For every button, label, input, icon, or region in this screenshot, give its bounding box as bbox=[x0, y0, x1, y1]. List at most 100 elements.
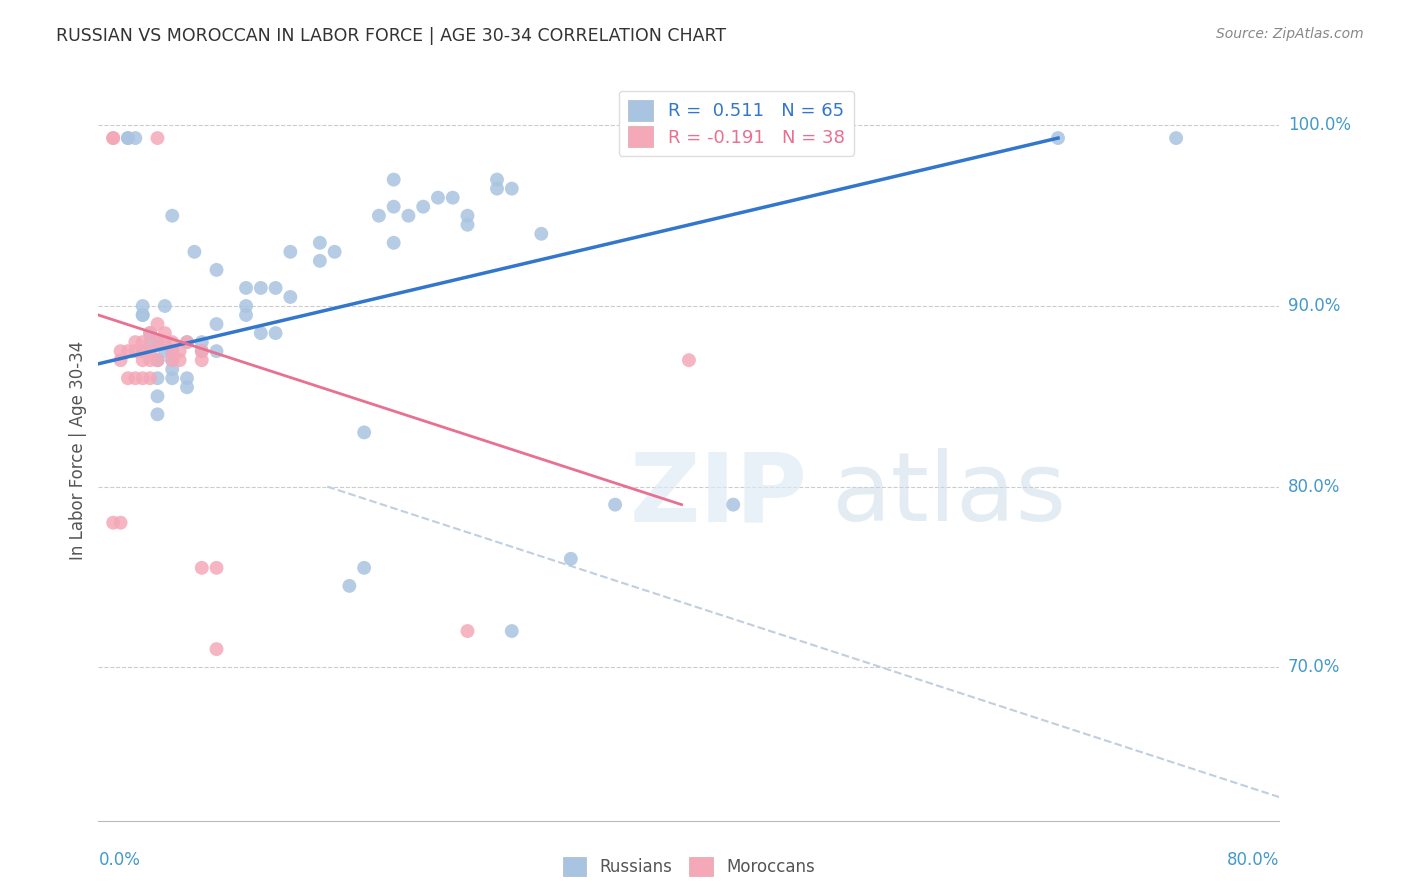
Point bbox=[560, 551, 582, 566]
Point bbox=[139, 371, 162, 385]
Point bbox=[191, 335, 214, 350]
Point bbox=[153, 299, 176, 313]
Point bbox=[396, 209, 419, 223]
Point bbox=[235, 299, 257, 313]
Point bbox=[153, 326, 176, 340]
Point bbox=[139, 326, 162, 340]
Text: ZIP: ZIP bbox=[628, 449, 807, 541]
Point bbox=[139, 335, 162, 350]
Point bbox=[103, 516, 125, 530]
Point bbox=[162, 335, 183, 350]
Point bbox=[250, 326, 273, 340]
Point bbox=[456, 624, 478, 638]
Text: 70.0%: 70.0% bbox=[1288, 658, 1340, 676]
Point bbox=[132, 308, 155, 322]
Point bbox=[205, 561, 228, 575]
Text: 80.0%: 80.0% bbox=[1288, 477, 1340, 496]
Point bbox=[441, 191, 464, 205]
Point bbox=[162, 344, 183, 359]
Point bbox=[124, 371, 146, 385]
Point bbox=[678, 353, 700, 368]
Text: atlas: atlas bbox=[831, 449, 1066, 541]
Point bbox=[205, 344, 228, 359]
Point bbox=[205, 263, 228, 277]
Point bbox=[139, 326, 162, 340]
Point bbox=[117, 131, 139, 145]
Legend: Russians, Moroccans: Russians, Moroccans bbox=[557, 850, 821, 883]
Point bbox=[132, 299, 155, 313]
Point bbox=[146, 317, 169, 331]
Point bbox=[486, 181, 509, 195]
Text: 100.0%: 100.0% bbox=[1288, 117, 1351, 135]
Point bbox=[117, 344, 139, 359]
Point bbox=[110, 353, 132, 368]
Point bbox=[501, 181, 523, 195]
Point bbox=[169, 353, 191, 368]
Point bbox=[382, 235, 405, 250]
Point bbox=[501, 624, 523, 638]
Point bbox=[146, 353, 169, 368]
Point bbox=[353, 425, 375, 440]
Text: Source: ZipAtlas.com: Source: ZipAtlas.com bbox=[1216, 27, 1364, 41]
Point bbox=[146, 131, 169, 145]
Point bbox=[162, 353, 183, 368]
Point bbox=[205, 317, 228, 331]
Point bbox=[146, 371, 169, 385]
Point bbox=[191, 353, 214, 368]
Point bbox=[456, 218, 478, 232]
Text: 0.0%: 0.0% bbox=[98, 851, 141, 869]
Point bbox=[486, 172, 509, 186]
Point bbox=[456, 209, 478, 223]
Point bbox=[153, 344, 176, 359]
Point bbox=[1164, 131, 1187, 145]
Point bbox=[412, 200, 434, 214]
Point bbox=[176, 380, 198, 394]
Point bbox=[337, 579, 360, 593]
Point bbox=[278, 244, 302, 259]
Point bbox=[382, 172, 405, 186]
Text: RUSSIAN VS MOROCCAN IN LABOR FORCE | AGE 30-34 CORRELATION CHART: RUSSIAN VS MOROCCAN IN LABOR FORCE | AGE… bbox=[56, 27, 727, 45]
Point bbox=[368, 209, 391, 223]
Point bbox=[382, 200, 405, 214]
Point bbox=[264, 326, 287, 340]
Point bbox=[132, 371, 155, 385]
Point bbox=[162, 353, 183, 368]
Point bbox=[176, 371, 198, 385]
Point bbox=[103, 131, 125, 145]
Point bbox=[162, 344, 183, 359]
Point bbox=[530, 227, 553, 241]
Point bbox=[139, 353, 162, 368]
Point bbox=[124, 344, 146, 359]
Point bbox=[176, 335, 198, 350]
Point bbox=[132, 353, 155, 368]
Point bbox=[162, 362, 183, 376]
Point bbox=[353, 561, 375, 575]
Point bbox=[117, 371, 139, 385]
Point bbox=[278, 290, 302, 304]
Point bbox=[117, 131, 139, 145]
Point bbox=[176, 335, 198, 350]
Point bbox=[309, 235, 332, 250]
Point bbox=[323, 244, 346, 259]
Point bbox=[191, 344, 214, 359]
Point bbox=[1046, 131, 1069, 145]
Point bbox=[146, 353, 169, 368]
Point bbox=[146, 408, 169, 422]
Point bbox=[235, 281, 257, 295]
Point bbox=[103, 131, 125, 145]
Point bbox=[183, 244, 205, 259]
Point bbox=[146, 353, 169, 368]
Point bbox=[139, 344, 162, 359]
Point bbox=[309, 253, 332, 268]
Point bbox=[146, 389, 169, 403]
Point bbox=[235, 308, 257, 322]
Point bbox=[721, 498, 744, 512]
Point bbox=[132, 308, 155, 322]
Point bbox=[146, 335, 169, 350]
Point bbox=[605, 498, 627, 512]
Point bbox=[264, 281, 287, 295]
Point bbox=[162, 371, 183, 385]
Point bbox=[191, 344, 214, 359]
Point bbox=[146, 335, 169, 350]
Text: 80.0%: 80.0% bbox=[1227, 851, 1279, 869]
